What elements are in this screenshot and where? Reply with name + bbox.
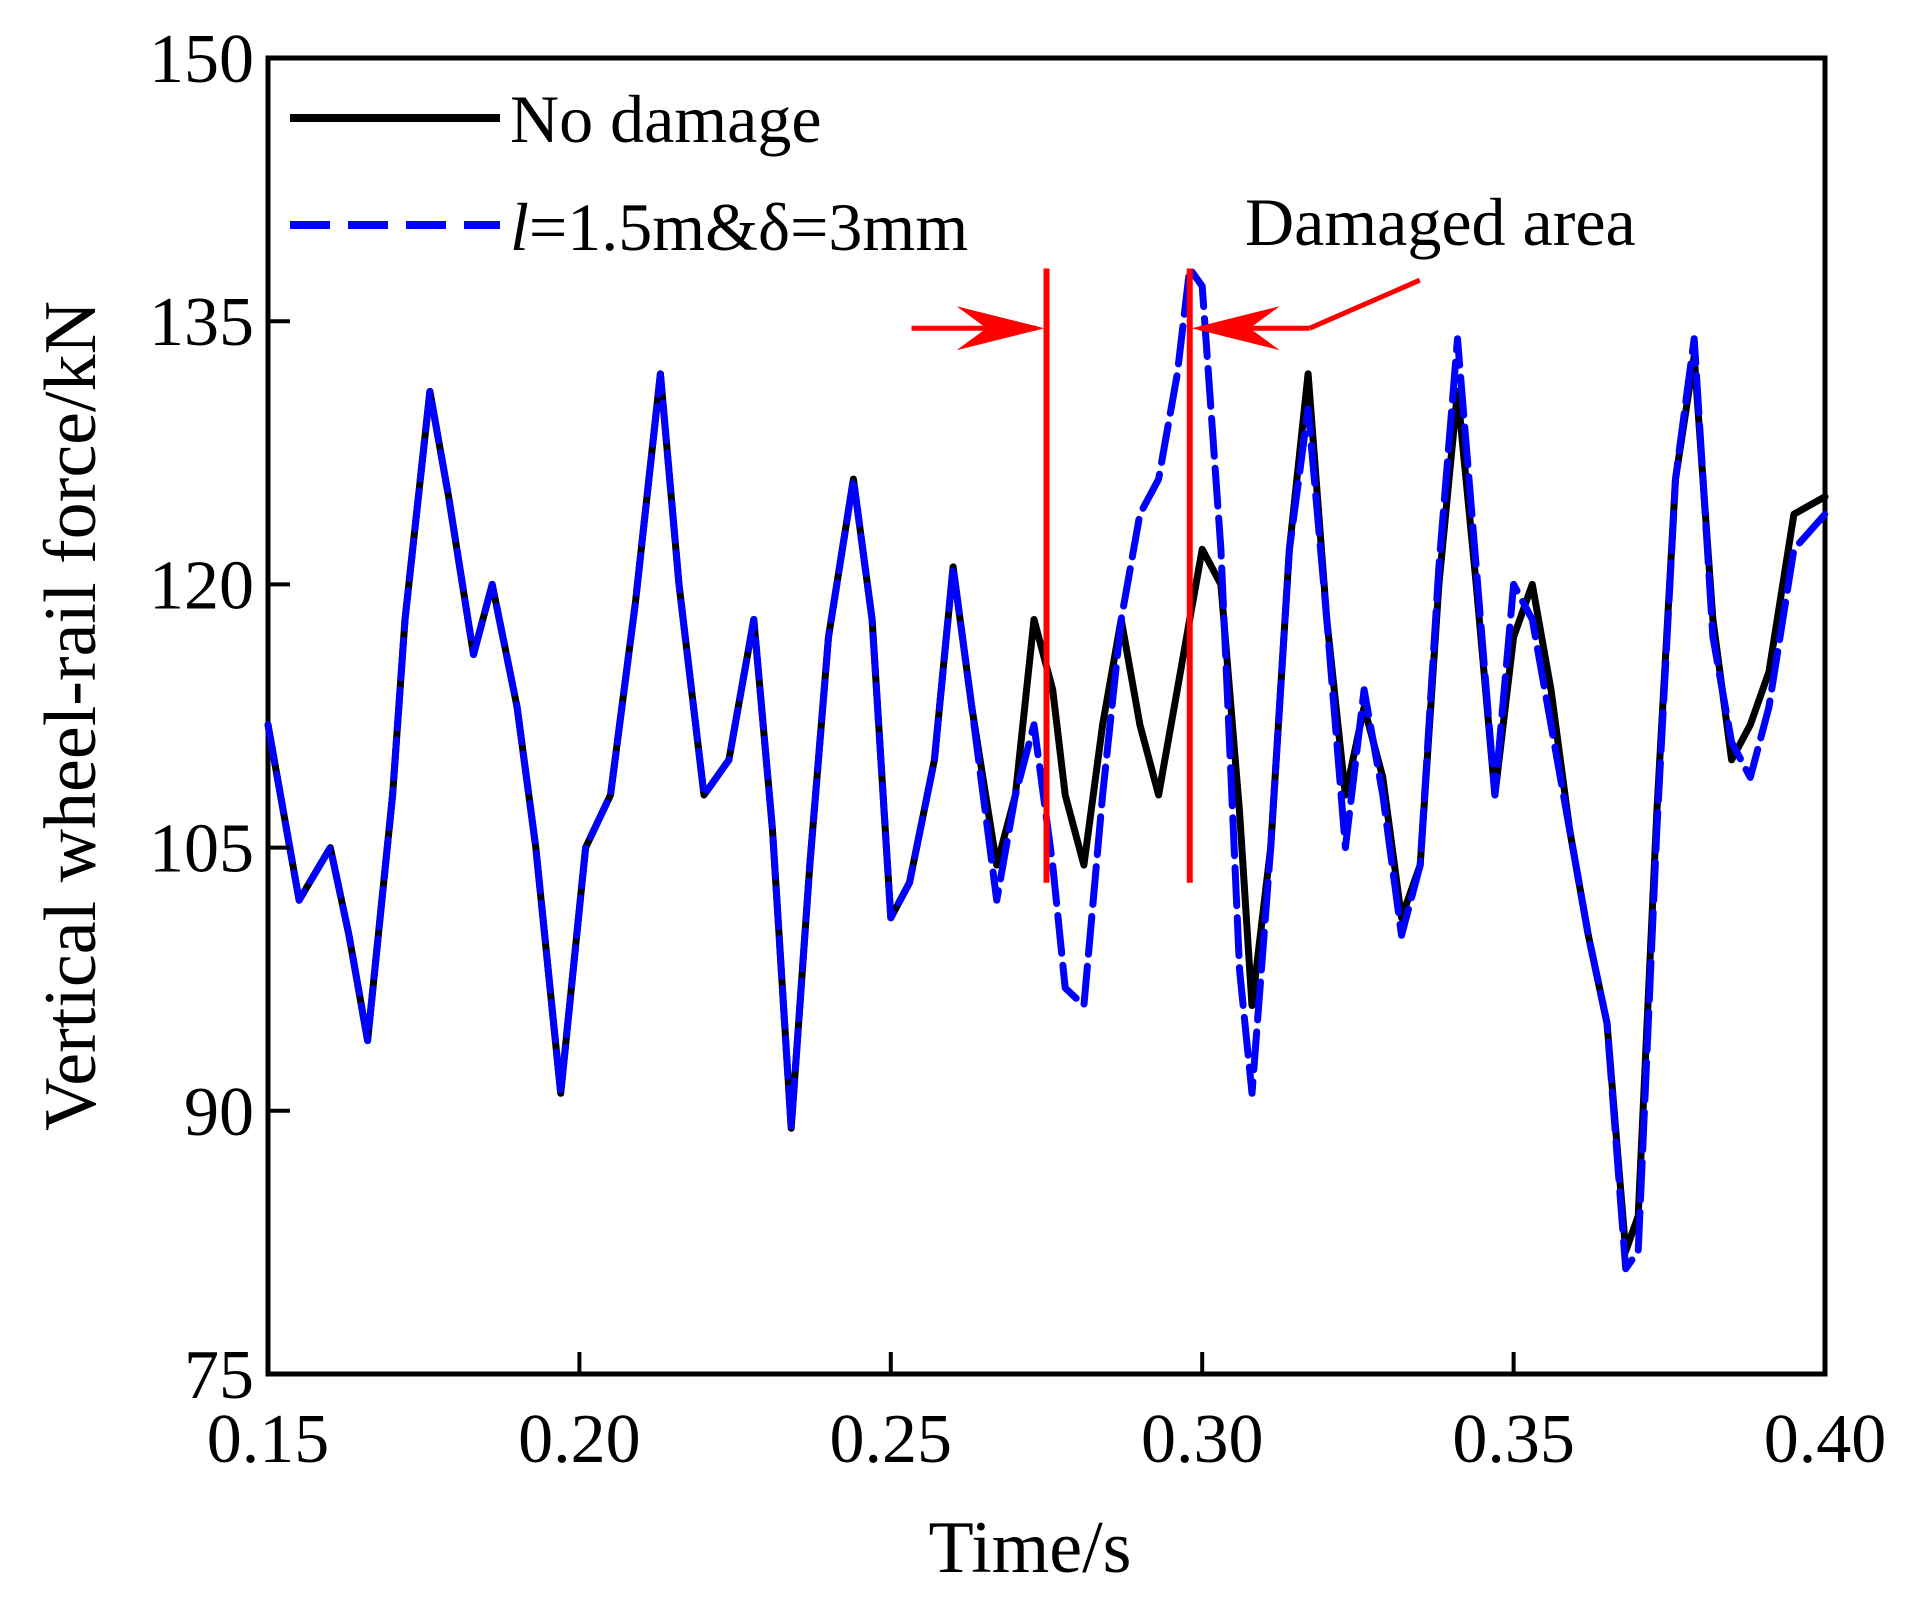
x-tick-label: 0.20: [518, 1401, 641, 1478]
y-tick-label: 75: [184, 1337, 254, 1414]
y-tick-label: 135: [149, 284, 254, 361]
x-tick-label: 0.40: [1764, 1401, 1887, 1478]
legend: No damage l=1.5m&δ=3mm: [290, 81, 968, 265]
x-tick-label: 0.30: [1141, 1401, 1264, 1478]
tick-layer: 0.15 0.20 0.25 0.30 0.35 0.40 75 90 105 120 135 150: [149, 21, 1886, 1478]
y-tick-label: 120: [149, 547, 254, 624]
damaged-area-leader-line: [1308, 277, 1421, 331]
plot-area-frame: [265, 55, 1828, 1377]
series-layer: [264, 265, 1829, 1273]
legend-label-no-damage: No damage: [510, 81, 822, 157]
legend-label-damaged-italic: l: [510, 189, 529, 265]
y-tick-label: 90: [184, 1074, 254, 1151]
damaged-area-label: Damaged area: [1245, 184, 1636, 260]
y-tick-label: 105: [149, 811, 254, 888]
legend-label-damaged: l=1.5m&δ=3mm: [510, 189, 968, 265]
x-tick-label: 0.15: [207, 1401, 330, 1478]
y-axis-label: Vertical wheel-rail force/kN: [30, 301, 112, 1131]
damaged-area-end-arrowhead: [1191, 306, 1280, 351]
damaged-area-start-arrowhead: [956, 306, 1045, 351]
damaged-area-annotation: [911, 268, 1421, 883]
x-tick-label: 0.25: [830, 1401, 953, 1478]
x-axis-label: Time/s: [929, 1507, 1132, 1589]
x-tick-label: 0.35: [1452, 1401, 1575, 1478]
y-tick-label: 150: [149, 21, 254, 98]
legend-label-damaged-rest: =1.5m&δ=3mm: [529, 189, 968, 265]
series-line-damaged: [264, 265, 1829, 1273]
